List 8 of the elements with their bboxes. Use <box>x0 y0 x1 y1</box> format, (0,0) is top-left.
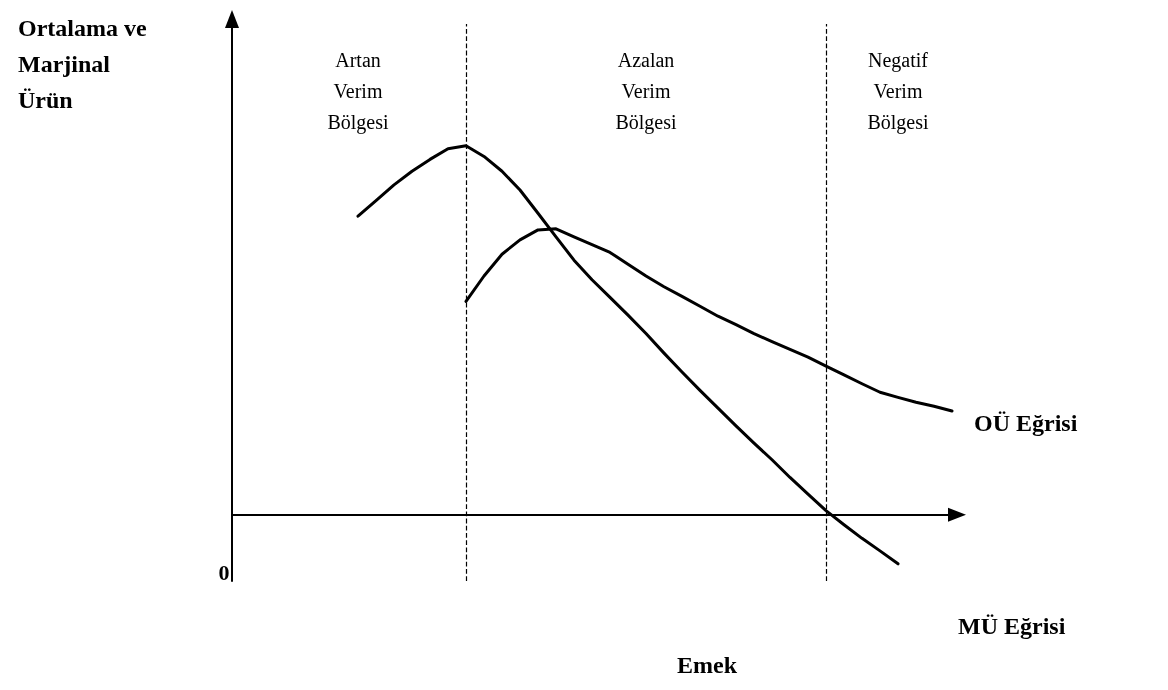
y-axis-title: Ortalama ve Marjinal Ürün <box>18 15 153 113</box>
text: MÜ Eğrisi <box>958 612 1066 639</box>
text: Azalan Verim Bölgesi <box>615 48 677 134</box>
text: 0 <box>218 560 230 586</box>
series-label: OÜ Eğrisi <box>974 410 1078 437</box>
text: Artan Verim Bölgesi <box>327 48 389 134</box>
x-axis-title: Emek <box>677 652 738 678</box>
text: Negatif Verim Bölgesi <box>867 48 929 134</box>
